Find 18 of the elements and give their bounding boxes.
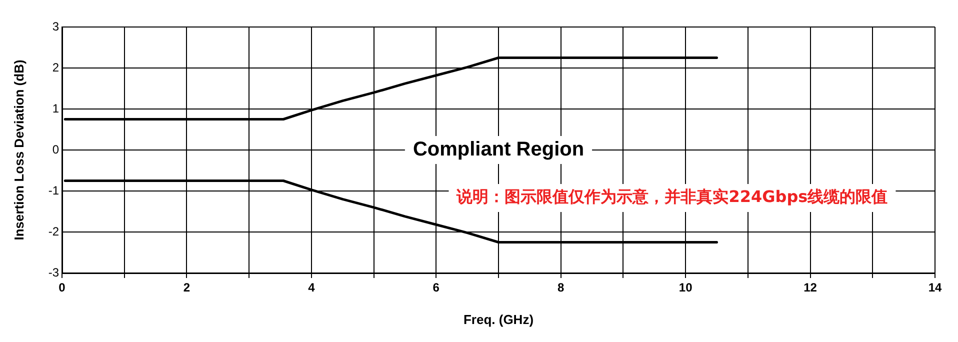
x-tick-label: 12 [804, 280, 818, 295]
y-tick-label: -1 [48, 183, 60, 198]
y-tick-label: 0 [52, 142, 60, 156]
x-tick-label: 2 [183, 280, 190, 295]
y-tick-label: -3 [48, 265, 60, 280]
x-tick-label: 14 [928, 280, 942, 295]
y-tick-label: -2 [48, 224, 60, 238]
x-tick-label: 10 [678, 280, 693, 295]
x-tick-label: 4 [308, 280, 316, 295]
annotation: Compliant Region [412, 138, 584, 161]
annotation: 说明：图示限值仅作为示意，并非真实224Gbps线缆的限值 [456, 187, 888, 206]
y-tick-label: 1 [52, 101, 60, 116]
y-axis-title: Insertion Loss Deviation (dB) [11, 60, 26, 240]
y-tick-label: 2 [52, 60, 60, 74]
x-axis-title: Freq. (GHz) [463, 312, 534, 327]
y-tick-label: 3 [52, 19, 60, 34]
x-tick-label: 6 [432, 280, 440, 295]
x-tick-label: 8 [558, 280, 565, 295]
